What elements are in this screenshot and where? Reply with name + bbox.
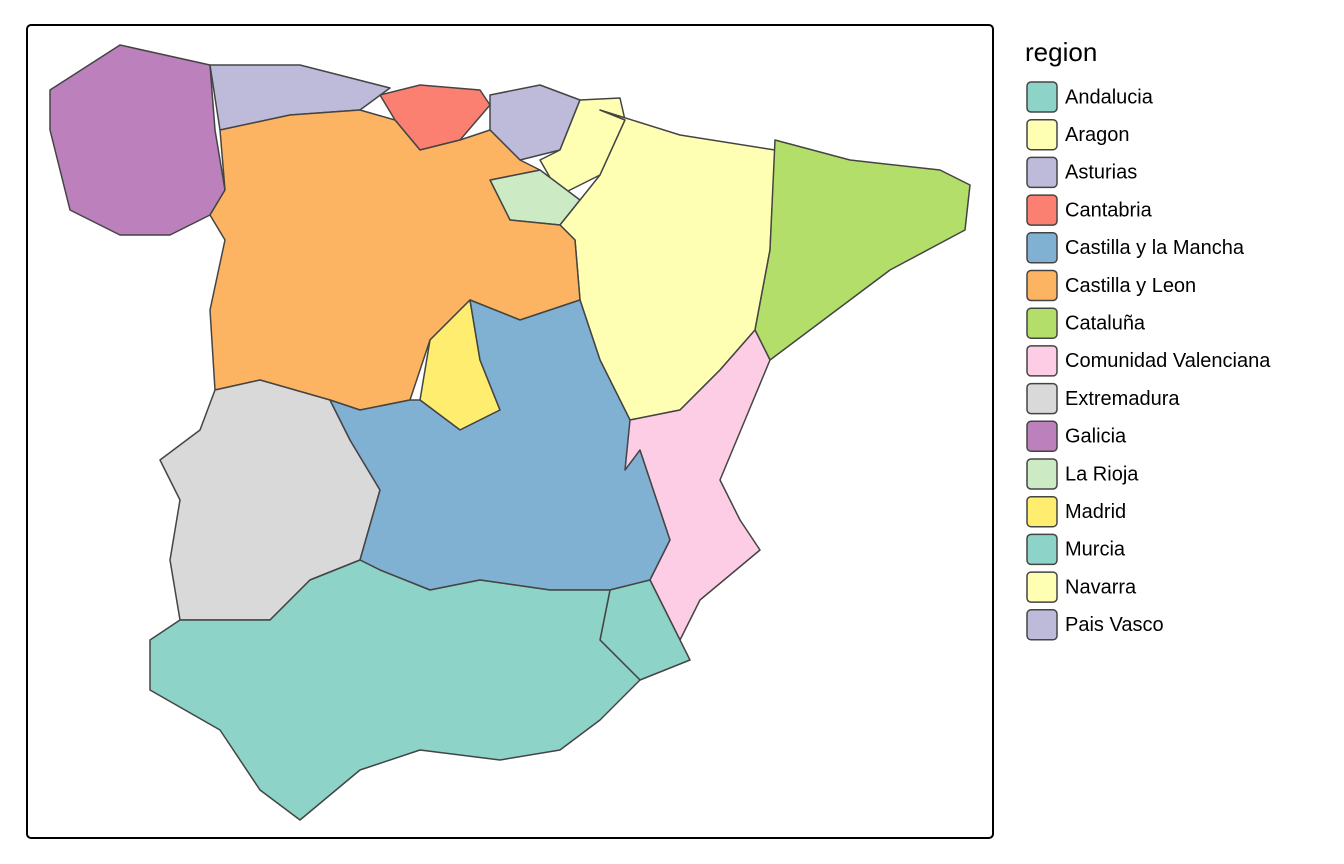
legend-title: region bbox=[1025, 37, 1097, 67]
legend-label: Galicia bbox=[1065, 426, 1127, 448]
legend-swatch bbox=[1026, 194, 1058, 226]
legend-swatch bbox=[1026, 156, 1058, 189]
legend-label: Navarra bbox=[1065, 576, 1137, 598]
legend-label: La Rioja bbox=[1065, 463, 1139, 485]
legend-swatch bbox=[1026, 345, 1058, 377]
legend-label: Castilla y Leon bbox=[1065, 275, 1196, 297]
legend-label: Cataluña bbox=[1065, 312, 1146, 334]
legend-label: Madrid bbox=[1065, 501, 1126, 523]
legend-swatch bbox=[1026, 307, 1058, 339]
legend-swatch bbox=[1026, 609, 1058, 641]
legend-label: Murcia bbox=[1065, 539, 1126, 561]
legend-label: Extremadura bbox=[1065, 388, 1180, 410]
legend-label: Pais Vasco bbox=[1065, 614, 1164, 636]
legend-label: Aragon bbox=[1065, 124, 1130, 146]
legend-label: Andalucia bbox=[1065, 86, 1154, 108]
legend-swatch bbox=[1026, 118, 1058, 151]
legend-swatch bbox=[1026, 232, 1058, 264]
legend-swatch bbox=[1026, 420, 1058, 453]
region bbox=[49, 44, 226, 236]
legend-label: Castilla y la Mancha bbox=[1065, 237, 1245, 259]
legend-label: Comunidad Valenciana bbox=[1065, 350, 1271, 372]
legend-swatch bbox=[1026, 382, 1058, 415]
legend-label: Cantabria bbox=[1065, 199, 1153, 221]
region bbox=[149, 559, 641, 821]
legend-swatch bbox=[1026, 269, 1058, 302]
legend: Andalucia Aragon Asturias Cantabria Castilla… bbox=[1026, 81, 1271, 641]
region bbox=[539, 97, 626, 196]
legend-swatch bbox=[1026, 81, 1058, 113]
legend-swatch bbox=[1026, 495, 1058, 528]
region bbox=[754, 139, 971, 361]
legend-label: Asturias bbox=[1065, 162, 1137, 184]
regions bbox=[49, 44, 971, 821]
legend-swatch bbox=[1026, 571, 1058, 603]
region bbox=[624, 329, 771, 641]
legend-swatch bbox=[1026, 533, 1058, 566]
legend-swatch bbox=[1026, 458, 1058, 490]
